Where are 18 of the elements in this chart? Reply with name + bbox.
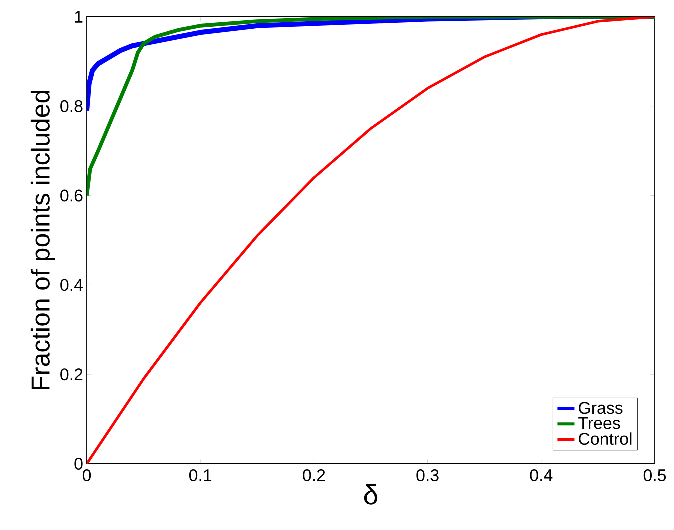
y-axis-title: Fraction of points included: [30, 91, 56, 390]
y-tick-label: 1: [75, 11, 83, 23]
legend-label: Trees: [578, 417, 620, 430]
x-tick-label: 0.2: [303, 470, 326, 482]
y-tick-label: 0.6: [60, 190, 83, 202]
x-tick-label: 0.3: [416, 470, 439, 482]
legend-label: Control: [579, 432, 632, 446]
legend-label: Grass: [579, 402, 623, 414]
line-series: [87, 16, 656, 464]
y-tick-label: 0: [74, 458, 83, 470]
y-tick-label: 0.2: [60, 368, 83, 381]
x-tick-label: 0.4: [530, 470, 553, 482]
x-tick-label: 0.5: [644, 470, 666, 482]
y-tick-label: 0.8: [60, 100, 83, 112]
x-axis-title: δ: [364, 484, 378, 505]
x-tick-label: 0: [82, 470, 92, 482]
x-tick-label: 0.1: [189, 470, 212, 482]
y-tick-label: 0.4: [60, 279, 83, 292]
